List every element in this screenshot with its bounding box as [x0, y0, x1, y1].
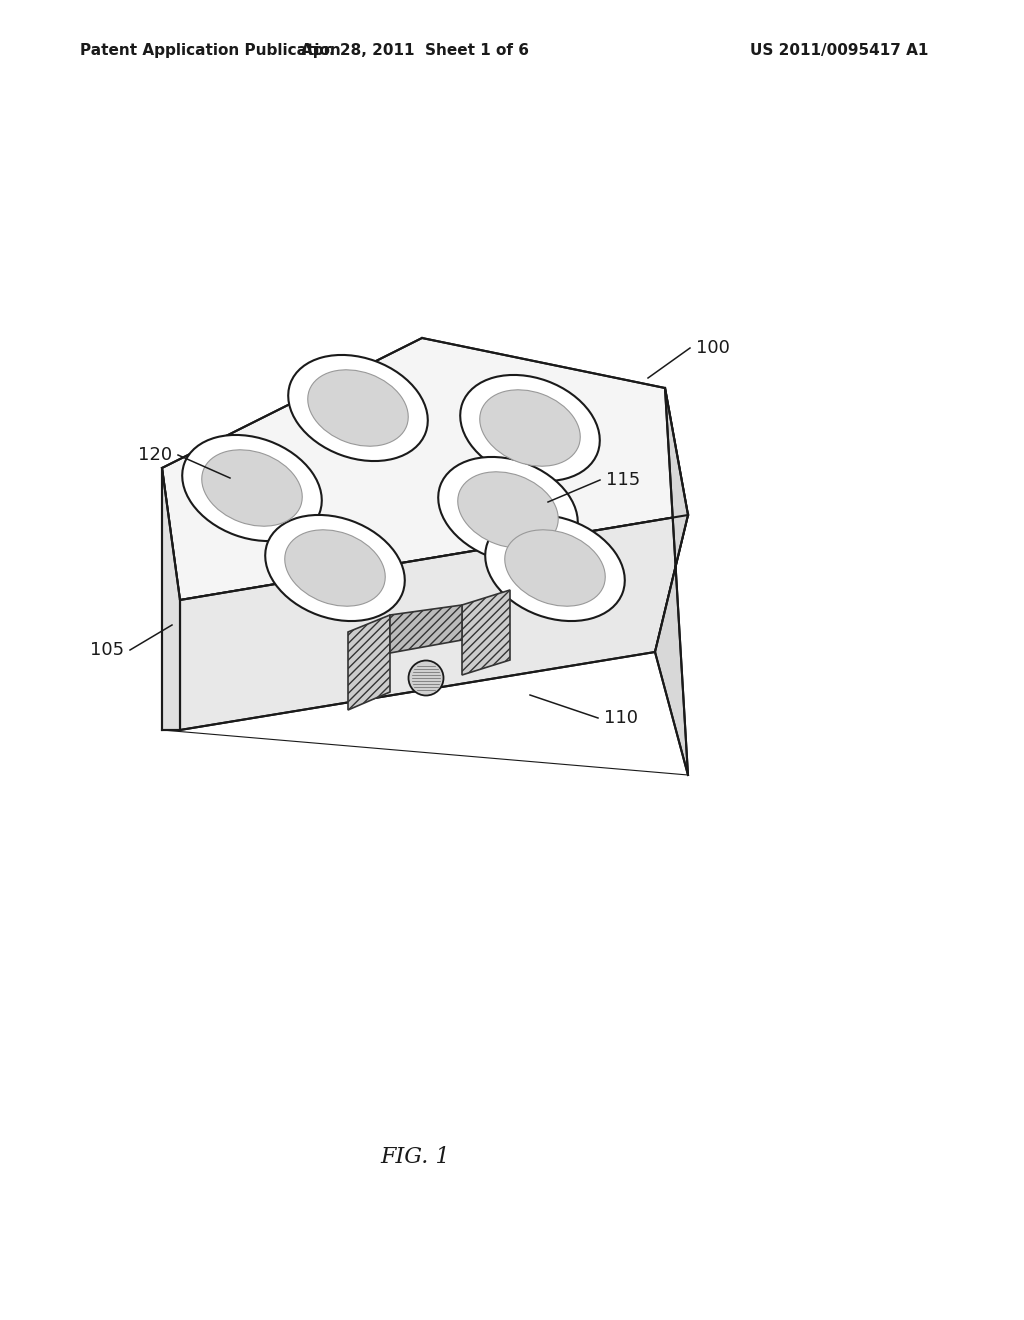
Ellipse shape [460, 375, 600, 480]
Polygon shape [162, 469, 180, 730]
Polygon shape [655, 388, 688, 775]
Text: FIG. 1: FIG. 1 [380, 1146, 450, 1168]
Ellipse shape [202, 450, 302, 527]
Text: 120: 120 [138, 446, 172, 465]
Ellipse shape [438, 457, 578, 564]
Ellipse shape [308, 370, 409, 446]
Ellipse shape [288, 355, 428, 461]
Text: 105: 105 [90, 642, 124, 659]
Ellipse shape [409, 660, 443, 696]
Ellipse shape [485, 515, 625, 620]
Ellipse shape [505, 529, 605, 606]
Ellipse shape [480, 389, 581, 466]
Ellipse shape [285, 529, 385, 606]
Polygon shape [348, 615, 390, 710]
Polygon shape [462, 590, 510, 675]
Text: 115: 115 [606, 471, 640, 488]
Ellipse shape [265, 515, 404, 620]
Text: US 2011/0095417 A1: US 2011/0095417 A1 [750, 42, 929, 58]
Ellipse shape [182, 436, 322, 541]
Text: 110: 110 [604, 709, 638, 727]
Polygon shape [162, 338, 688, 601]
Polygon shape [180, 515, 688, 730]
Ellipse shape [458, 471, 558, 548]
Text: 100: 100 [696, 339, 730, 356]
Text: Apr. 28, 2011  Sheet 1 of 6: Apr. 28, 2011 Sheet 1 of 6 [301, 42, 529, 58]
Polygon shape [390, 605, 462, 653]
Text: Patent Application Publication: Patent Application Publication [80, 42, 341, 58]
